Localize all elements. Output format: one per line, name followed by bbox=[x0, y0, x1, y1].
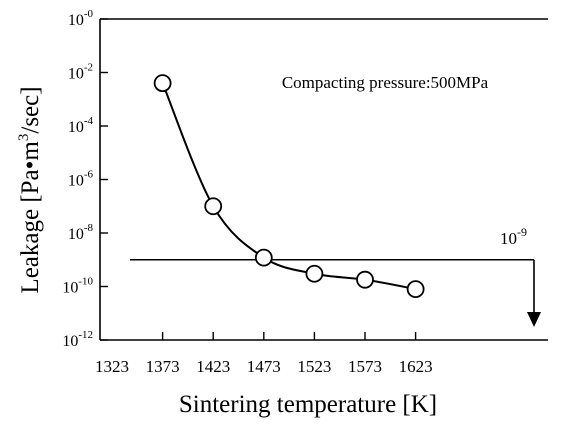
threshold-layer bbox=[130, 258, 541, 327]
x-tick-label: 1323 bbox=[95, 357, 129, 376]
data-point bbox=[254, 248, 273, 267]
y-axis-label: Leakage [Pa•m3/sec] bbox=[16, 86, 44, 293]
x-tick-label: 1373 bbox=[146, 357, 180, 376]
y-tick-group: 10-0 10-2 10-4 10-6 10-8 10-10 10-12 bbox=[62, 8, 108, 350]
x-tick-label: 1473 bbox=[247, 357, 281, 376]
x-tick-label: 1623 bbox=[399, 357, 433, 376]
threshold-arrow-head bbox=[527, 312, 541, 327]
y-tick-label: 10-10 bbox=[62, 276, 93, 297]
fit-curve bbox=[161, 82, 416, 291]
annotation-text: Compacting pressure:500MPa bbox=[282, 73, 489, 92]
x-tick-label: 1523 bbox=[297, 357, 331, 376]
data-point bbox=[356, 270, 374, 289]
data-point bbox=[153, 74, 172, 93]
x-tick-group: 1323 1373 1423 1473 1523 1573 1623 bbox=[95, 332, 433, 376]
y-tick-label: 10-6 bbox=[68, 169, 94, 190]
fit-curve-layer bbox=[161, 82, 416, 291]
x-tick-label: 1423 bbox=[196, 357, 230, 376]
y-tick-label: 10-8 bbox=[68, 222, 94, 243]
y-tick-label: 10-0 bbox=[68, 8, 94, 29]
data-point bbox=[305, 264, 324, 283]
data-point bbox=[406, 280, 425, 298]
x-axis-label: Sintering temperature [K] bbox=[179, 391, 437, 418]
data-point bbox=[204, 197, 223, 216]
data-points-layer bbox=[153, 74, 425, 298]
y-tick-label: 10-2 bbox=[68, 62, 93, 83]
x-tick-label: 1573 bbox=[348, 357, 382, 376]
threshold-label: 10-9 bbox=[500, 225, 527, 248]
y-tick-label: 10-4 bbox=[68, 115, 94, 136]
y-tick-label: 10-12 bbox=[62, 329, 93, 350]
plot-frame bbox=[99, 18, 548, 341]
